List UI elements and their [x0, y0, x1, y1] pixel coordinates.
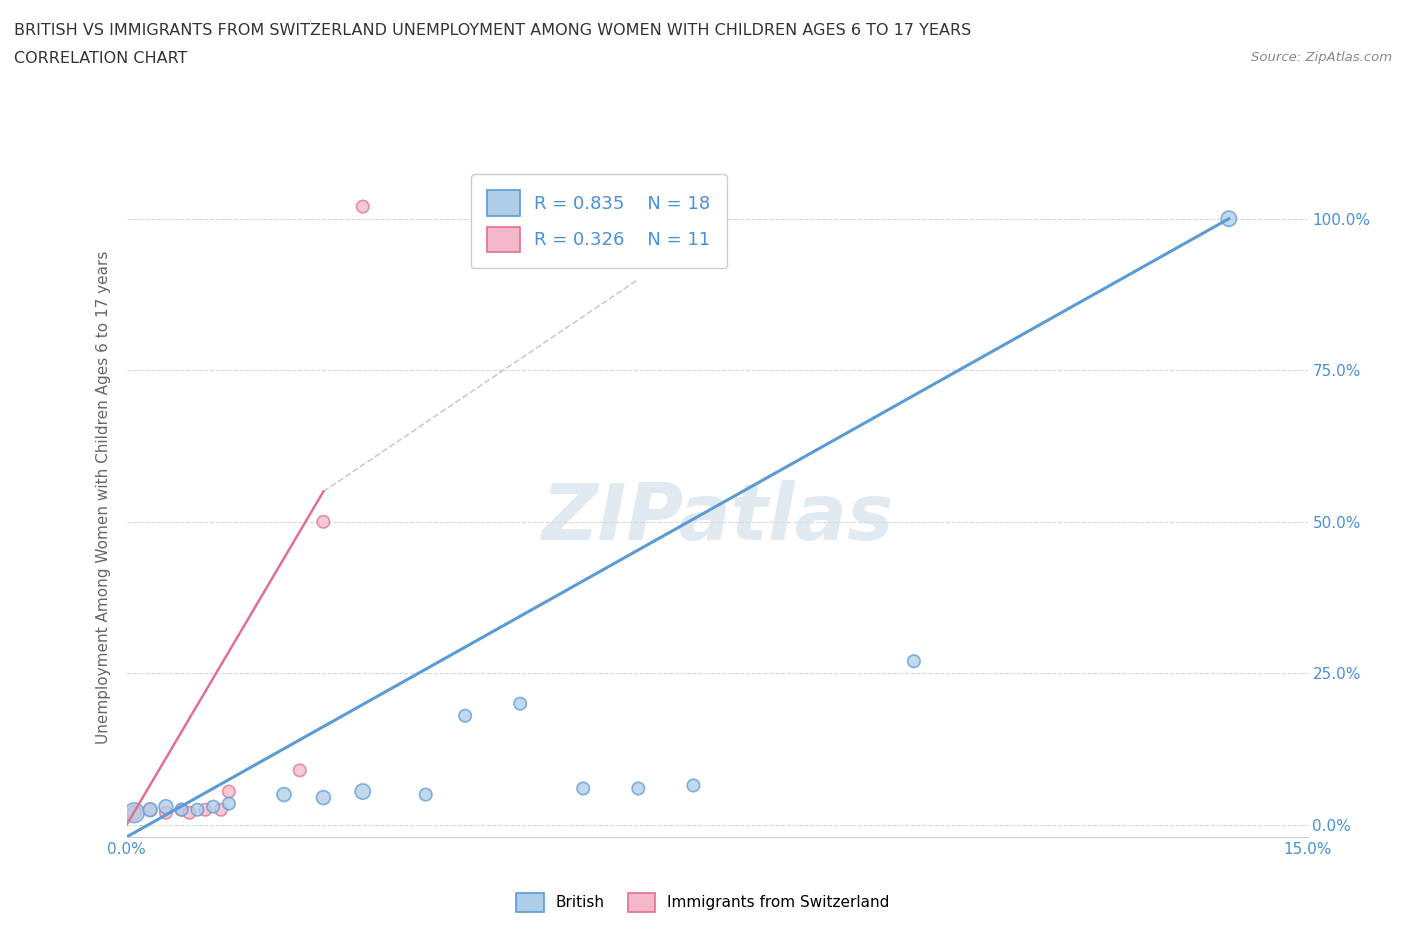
Text: ZIPatlas: ZIPatlas	[541, 480, 893, 556]
Point	[194, 803, 217, 817]
Point	[352, 199, 374, 214]
Point	[627, 781, 650, 796]
Text: Source: ZipAtlas.com: Source: ZipAtlas.com	[1251, 51, 1392, 64]
Point	[352, 784, 374, 799]
Point	[202, 799, 225, 814]
Point	[312, 514, 335, 529]
Text: CORRELATION CHART: CORRELATION CHART	[14, 51, 187, 66]
Point	[288, 763, 311, 777]
Point	[139, 803, 162, 817]
Point	[218, 796, 240, 811]
Legend: British, Immigrants from Switzerland: British, Immigrants from Switzerland	[510, 887, 896, 918]
Point	[509, 697, 531, 711]
Point	[170, 803, 193, 817]
Point	[155, 805, 177, 820]
Point	[1218, 211, 1240, 226]
Point	[454, 709, 477, 724]
Point	[273, 787, 295, 802]
Point	[682, 778, 704, 793]
Point	[572, 781, 595, 796]
Point	[124, 805, 146, 820]
Point	[218, 784, 240, 799]
Point	[155, 799, 177, 814]
Text: BRITISH VS IMMIGRANTS FROM SWITZERLAND UNEMPLOYMENT AMONG WOMEN WITH CHILDREN AG: BRITISH VS IMMIGRANTS FROM SWITZERLAND U…	[14, 23, 972, 38]
Y-axis label: Unemployment Among Women with Children Ages 6 to 17 years: Unemployment Among Women with Children A…	[96, 251, 111, 744]
Point	[415, 787, 437, 802]
Point	[170, 803, 193, 817]
Point	[179, 805, 201, 820]
Point	[903, 654, 925, 669]
Point	[124, 805, 146, 820]
Point	[139, 803, 162, 817]
Point	[186, 803, 208, 817]
Point	[312, 790, 335, 805]
Point	[209, 803, 232, 817]
Legend: R = 0.835    N = 18, R = 0.326    N = 11: R = 0.835 N = 18, R = 0.326 N = 11	[471, 174, 727, 269]
